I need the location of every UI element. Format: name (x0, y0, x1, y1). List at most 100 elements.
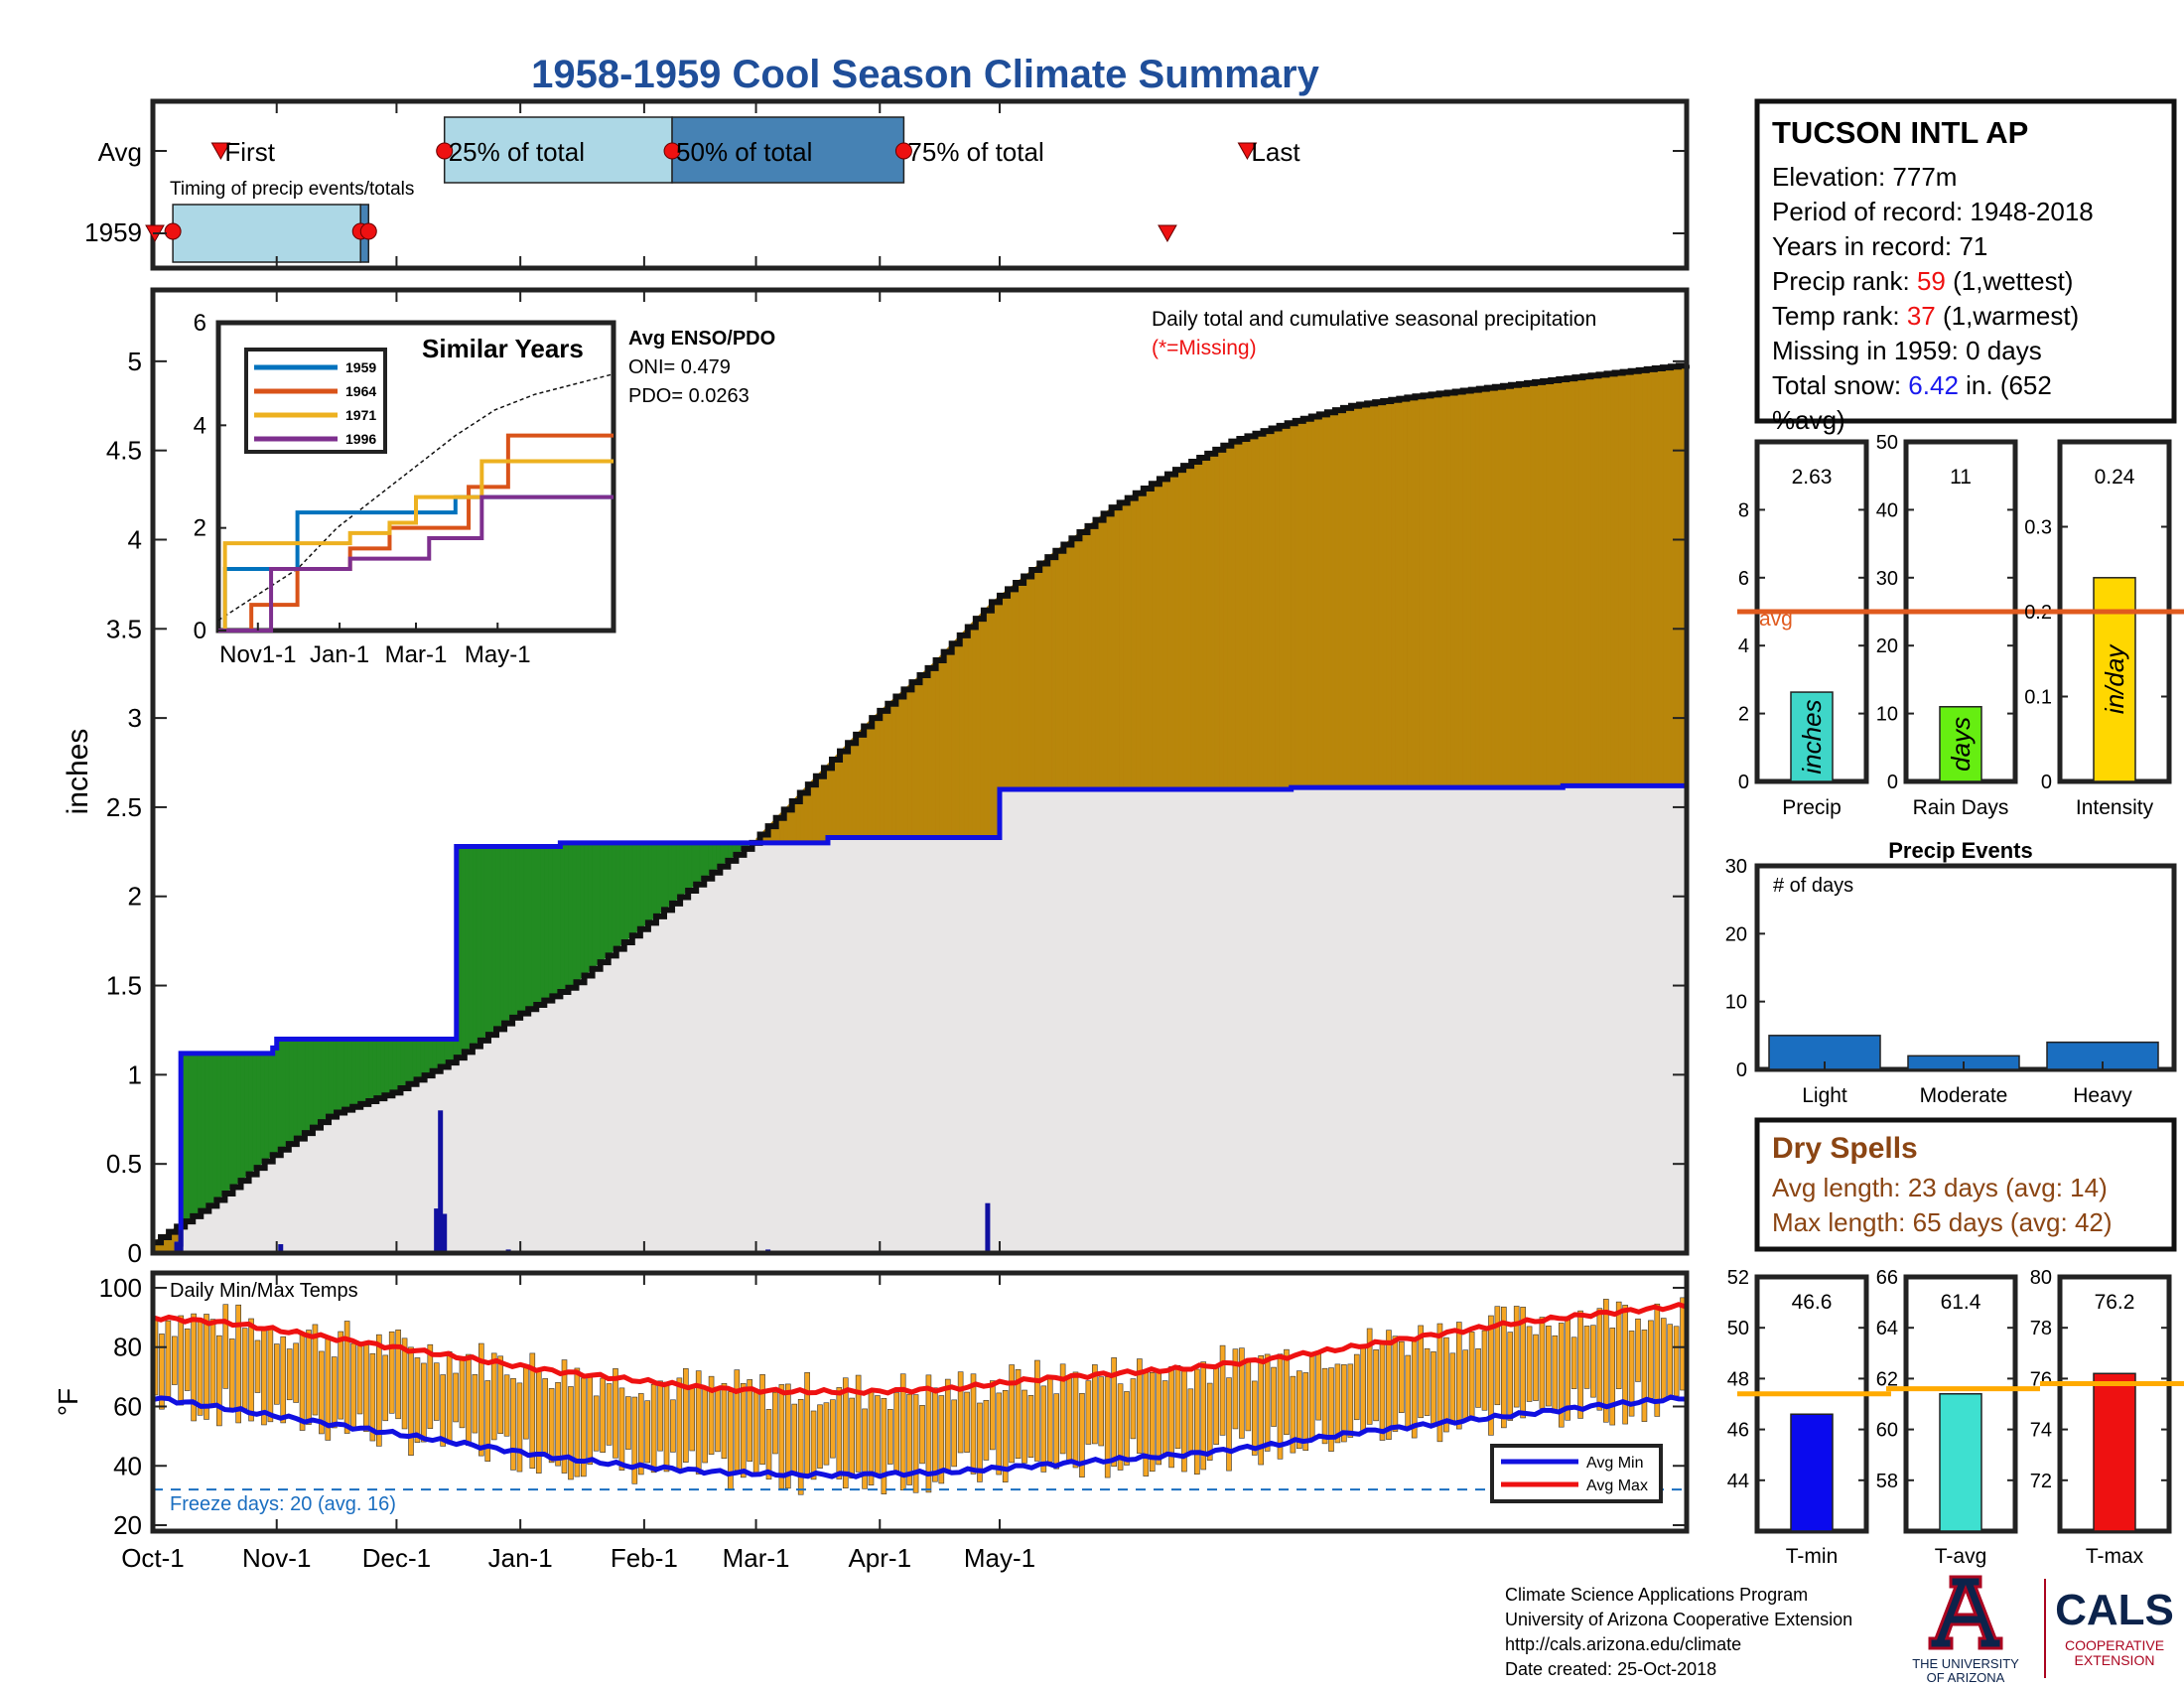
raindays-summary-ytick-label: 0 (1887, 772, 1898, 793)
daily-temp-bar (204, 1314, 209, 1420)
daily-temp-bar (1583, 1326, 1590, 1389)
daily-temp-bar (804, 1372, 810, 1475)
daily-temp-bar (1149, 1371, 1156, 1473)
daily-temp-bar (1022, 1389, 1027, 1464)
daily-temp-bar (1226, 1377, 1232, 1472)
precip-summary-bar (1790, 691, 1834, 782)
tmin-ytick-label: 48 (1727, 1368, 1749, 1390)
intensity-summary-ytick-label: 0.1 (2024, 687, 2052, 709)
avg-25-50-box (443, 116, 673, 184)
tmin-ytick-label: 44 (1727, 1471, 1749, 1492)
tmax-ytick-label: 80 (2030, 1267, 2052, 1289)
station-precip-rank: Precip rank: 59 (1,wettest) (1772, 266, 2073, 296)
tmax-ytick-label: 78 (2030, 1318, 2052, 1339)
daily-temp-bar (912, 1394, 919, 1493)
station-elevation: Elevation: 777m (1772, 162, 1957, 192)
daily-temp-bar (715, 1386, 721, 1453)
avg-cumulative-line (153, 362, 1690, 1246)
daily-temp-bar (1066, 1375, 1072, 1463)
daily-temp-bar (1085, 1380, 1092, 1445)
month-tick-label: Jan-1 (488, 1543, 553, 1573)
month-tick-label: Oct-1 (121, 1543, 185, 1573)
daily-temp-bar (1577, 1310, 1583, 1419)
daily-temp-bar (1353, 1353, 1360, 1421)
daily-precip-bar (278, 1244, 284, 1253)
daily-temp-bar (1449, 1352, 1456, 1425)
daily-temp-bar (887, 1409, 893, 1465)
daily-temp-bar (1124, 1391, 1130, 1466)
timing-last-label: Last (1251, 137, 1300, 167)
summary-bar-marks: 02468inches01020304050days00.10.20.3in/d… (1725, 432, 2184, 1532)
inset-ytick-label: 6 (194, 310, 206, 337)
inset-series-1996 (218, 494, 614, 633)
intensity-summary-value: 0.24 (2095, 466, 2135, 489)
daily-temp-bar (414, 1357, 421, 1443)
daily-precip-bar (442, 1213, 448, 1253)
daily-temp-bar (1379, 1343, 1386, 1441)
timing-marks (145, 116, 1687, 263)
raindays-summary-value: 11 (1950, 466, 1972, 489)
daily-temp-bar (823, 1402, 830, 1466)
intensity-summary-label: Intensity (2076, 796, 2154, 819)
ua-name-line2: OF ARIZONA (1927, 1670, 2005, 1685)
dry-spells-avg: Avg length: 23 days (avg: 14) (1772, 1173, 2108, 1202)
month-xticks: Oct-1 Nov-1 Dec-1 Jan-1 Feb-1 Mar-1 Apr-1 May-1 (121, 101, 1035, 1573)
tavg-value: 61.4 (1941, 1291, 1981, 1314)
events-ytick-label: 0 (1736, 1059, 1747, 1081)
enso-oni: ONI= 0.479 (628, 356, 731, 378)
inset-ytick-label: 2 (194, 515, 206, 542)
timing-p75-label: 75% of total (907, 137, 1043, 167)
daily-temp-bar (1488, 1315, 1494, 1436)
inset-series-1964 (218, 433, 614, 633)
daily-temp-bar (593, 1395, 600, 1452)
daily-temp-bar (1552, 1335, 1559, 1414)
daily-temp-bar (663, 1381, 670, 1473)
daily-temp-bar (708, 1375, 715, 1455)
event-category-label: Light (1802, 1084, 1847, 1107)
daily-temp-bar (1046, 1375, 1053, 1463)
daily-temp-bar (1424, 1347, 1431, 1416)
tavg-ytick-label: 66 (1876, 1267, 1898, 1289)
daily-temp-bar (944, 1378, 951, 1474)
daily-temp-bar (1245, 1358, 1252, 1432)
daily-precip-bar (178, 1229, 184, 1253)
daily-temp-bar (1475, 1347, 1481, 1408)
daily-temp-bar (408, 1346, 414, 1456)
daily-temp-bar (466, 1353, 472, 1446)
precip-annotation: Daily total and cumulative seasonal prec… (1152, 308, 1596, 331)
daily-temp-bar (1009, 1364, 1015, 1464)
intensity-summary-ytick-label: 0.2 (2024, 602, 2052, 624)
daily-temp-bar (1264, 1353, 1271, 1452)
daily-temp-bar (555, 1381, 561, 1467)
raindays-summary-label: Rain Days (1913, 796, 2009, 819)
precip-ytick-label: 3 (128, 703, 142, 733)
tmax-ytick-label: 74 (2030, 1420, 2052, 1442)
timing-row-1959: 1959 (84, 217, 142, 247)
daily-temp-bar (600, 1377, 606, 1453)
daily-temp-bar (1034, 1359, 1040, 1462)
daily-temp-bar (1111, 1357, 1117, 1468)
inset-xtick-label: Jan-1 (310, 641, 369, 668)
daily-temp-bar (587, 1375, 594, 1466)
events-ytick-label: 30 (1725, 856, 1747, 878)
daily-temp-bar (1558, 1323, 1565, 1428)
inset-ytick-label: 0 (194, 618, 206, 644)
daily-temp-bar (740, 1382, 747, 1478)
tmin-ytick-label: 50 (1727, 1318, 1749, 1339)
daily-temp-bar (1277, 1353, 1284, 1460)
precip-events-title: Precip Events (1888, 838, 2033, 863)
timing-frame (150, 98, 1690, 271)
station-period: Period of record: 1948-2018 (1772, 197, 2094, 226)
daily-temp-bar (849, 1397, 855, 1478)
daily-temp-bar (734, 1369, 741, 1472)
daily-temp-bar (1590, 1325, 1596, 1398)
daily-temp-bar (1526, 1326, 1533, 1402)
daily-temp-bar (1513, 1306, 1520, 1408)
daily-temp-bar (1321, 1367, 1328, 1445)
daily-temp-bar (606, 1383, 613, 1446)
temp-ytick-label: 100 (99, 1273, 142, 1303)
daily-temp-bar (299, 1334, 306, 1431)
daily-temp-bar (1328, 1367, 1334, 1452)
timing-panel: Avg 1959 Timing of precip events/totals … (84, 98, 1690, 271)
